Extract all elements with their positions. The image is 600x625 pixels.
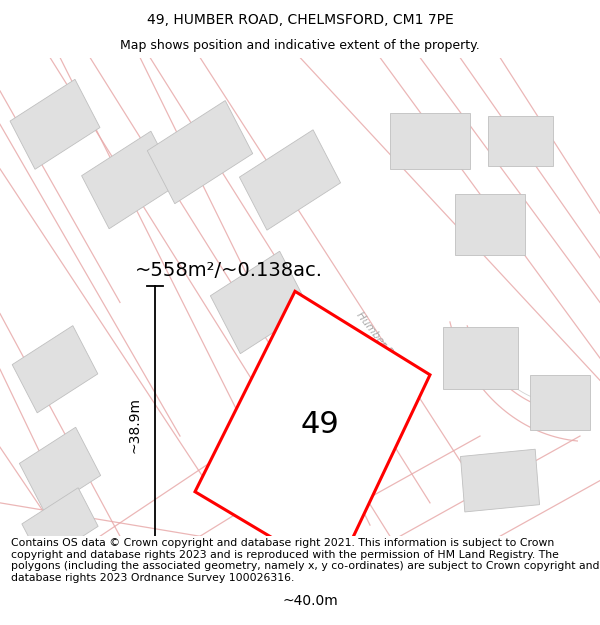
Polygon shape bbox=[22, 488, 98, 562]
Text: 49, HUMBER ROAD, CHELMSFORD, CM1 7PE: 49, HUMBER ROAD, CHELMSFORD, CM1 7PE bbox=[146, 12, 454, 27]
Text: ~558m²/~0.138ac.: ~558m²/~0.138ac. bbox=[135, 261, 323, 280]
Polygon shape bbox=[19, 428, 101, 512]
Text: ~40.0m: ~40.0m bbox=[282, 594, 338, 608]
Polygon shape bbox=[530, 375, 590, 431]
Polygon shape bbox=[487, 116, 553, 166]
Polygon shape bbox=[390, 113, 470, 169]
Text: 49: 49 bbox=[301, 411, 340, 439]
Polygon shape bbox=[460, 449, 539, 512]
Polygon shape bbox=[195, 291, 430, 575]
Text: ~38.9m: ~38.9m bbox=[127, 397, 141, 453]
Polygon shape bbox=[147, 101, 253, 204]
Polygon shape bbox=[10, 79, 100, 169]
Polygon shape bbox=[211, 251, 310, 354]
Text: Contains OS data © Crown copyright and database right 2021. This information is : Contains OS data © Crown copyright and d… bbox=[11, 538, 599, 583]
Polygon shape bbox=[455, 194, 525, 255]
Polygon shape bbox=[12, 326, 98, 413]
Polygon shape bbox=[82, 131, 178, 229]
Text: Map shows position and indicative extent of the property.: Map shows position and indicative extent… bbox=[120, 39, 480, 52]
Polygon shape bbox=[239, 130, 341, 230]
Polygon shape bbox=[308, 350, 412, 455]
Polygon shape bbox=[443, 328, 517, 389]
Text: Humber Road: Humber Road bbox=[354, 310, 406, 372]
